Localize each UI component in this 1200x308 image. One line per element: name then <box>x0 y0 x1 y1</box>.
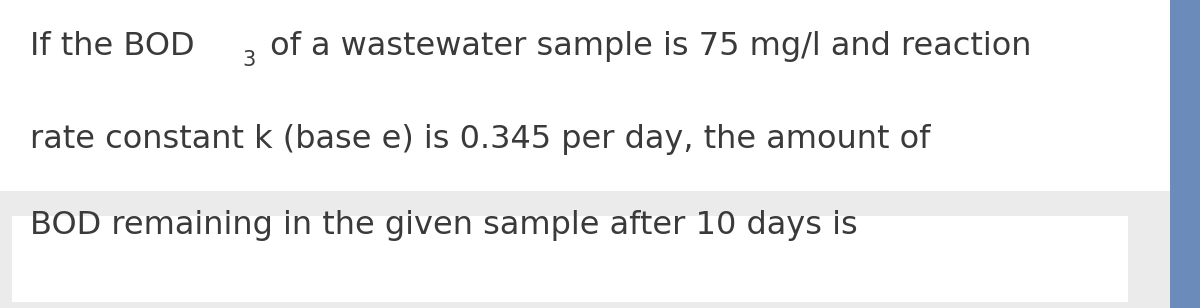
Text: If the BOD: If the BOD <box>30 31 194 63</box>
Bar <box>12 216 1128 302</box>
Bar <box>1170 0 1200 308</box>
Text: rate constant k (base e) is 0.345 per day, the amount of: rate constant k (base e) is 0.345 per da… <box>30 124 930 155</box>
Text: 3: 3 <box>242 50 256 70</box>
Text: BOD remaining in the given sample after 10 days is: BOD remaining in the given sample after … <box>30 210 858 241</box>
Text: of a wastewater sample is 75 mg/l and reaction: of a wastewater sample is 75 mg/l and re… <box>259 31 1031 63</box>
Bar <box>0 191 1170 308</box>
